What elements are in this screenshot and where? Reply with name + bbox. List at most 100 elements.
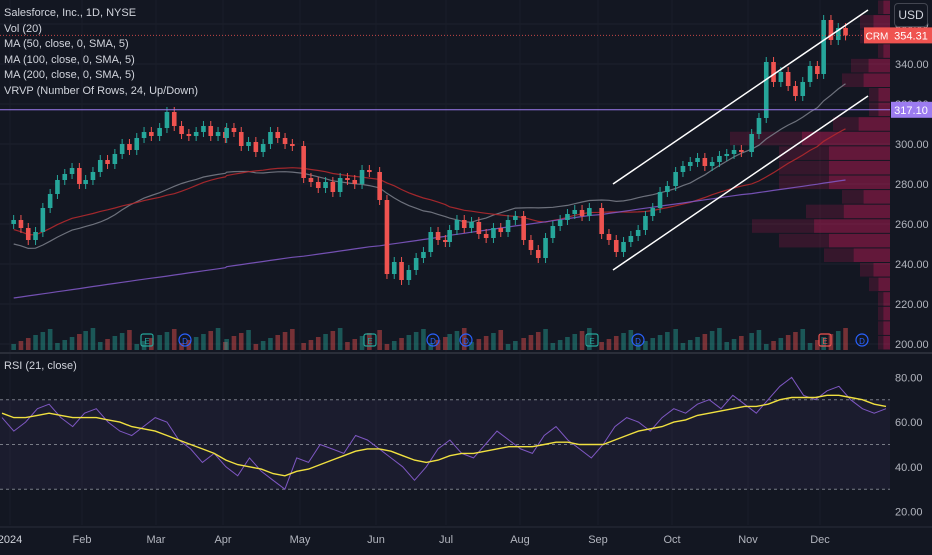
volume-bar: [290, 329, 295, 350]
candle-body: [695, 158, 700, 162]
volume-profile-row: [869, 88, 890, 102]
marker-frame: [363, 333, 377, 347]
candle-body: [69, 168, 75, 174]
candle-body: [505, 220, 511, 232]
volume-bar: [208, 331, 214, 350]
volume-bar: [665, 332, 670, 350]
candle-body: [201, 126, 206, 132]
volume-bar: [543, 329, 548, 350]
volume-bar: [505, 344, 511, 350]
candle-body: [345, 178, 350, 180]
price-tick-label: 240.00: [895, 259, 929, 271]
volume-bar: [238, 333, 244, 350]
volume-bar: [253, 344, 259, 350]
volume-profile-row: [842, 73, 890, 87]
candle-body: [308, 178, 314, 182]
volume-profile-row: [730, 131, 890, 146]
volume-bar: [443, 337, 448, 350]
candle-body: [55, 180, 60, 194]
last-price-tag-label: 354.31: [894, 30, 928, 42]
candle-body: [543, 238, 548, 258]
candle-body: [528, 240, 534, 250]
price-tick-label: 300.00: [895, 139, 929, 151]
candle-body: [238, 132, 244, 146]
indicator-vrvp[interactable]: VRVP (Number Of Rows, 24, Up/Down): [4, 84, 198, 97]
candle-body: [454, 220, 460, 230]
volume-bar: [435, 340, 441, 350]
volume-bar: [469, 342, 474, 350]
candle-body: [149, 132, 154, 136]
marker-letter: D: [635, 337, 641, 346]
candle-body: [11, 220, 16, 224]
ma-line-ma50: [13, 83, 846, 250]
volume-bar: [55, 343, 60, 350]
time-tick-label: Aug: [510, 534, 530, 546]
candle-body: [157, 128, 162, 136]
candle-body: [657, 192, 663, 208]
candle-body: [557, 220, 563, 226]
volume-bar: [572, 334, 578, 350]
candle-body: [793, 86, 798, 96]
indicator-ma-100[interactable]: MA (100, close, 0, SMA, 5): [4, 53, 135, 66]
rsi-legend[interactable]: RSI (21, close): [4, 360, 77, 372]
volume-profile-row: [851, 58, 890, 73]
indicator-ma-50[interactable]: MA (50, close, 0, SMA, 5): [4, 38, 129, 50]
indicator-ma-200[interactable]: MA (200, close, 0, SMA, 5): [4, 69, 135, 81]
volume-bar: [421, 329, 426, 350]
rsi-ma-line: [1, 394, 887, 477]
volume-bars: [11, 328, 848, 350]
candle-body: [193, 132, 199, 136]
volume-bar: [749, 333, 754, 350]
candle-body: [800, 82, 806, 96]
volume-bar: [807, 343, 813, 350]
volume-bar: [739, 336, 744, 350]
currency-button[interactable]: USD: [894, 3, 928, 27]
volume-bar: [11, 344, 16, 350]
earnings-marker: E: [818, 333, 832, 347]
channel-lower-line: [612, 95, 869, 271]
volume-bar: [231, 336, 237, 350]
volume-bar: [454, 331, 460, 350]
candle-body: [650, 208, 656, 216]
volume-bar: [323, 334, 328, 350]
candle-body: [821, 20, 826, 74]
candle-body: [413, 258, 419, 270]
candle-body: [587, 208, 592, 216]
volume-bar: [179, 343, 184, 350]
candlesticks: [11, 15, 848, 285]
symbol-tag-label: CRM: [866, 31, 889, 42]
volume-profile-row-up: [873, 15, 890, 29]
candle-body: [406, 270, 412, 280]
last-price-tag-bg: [891, 27, 932, 44]
volume-bar: [476, 339, 482, 350]
volume-bar: [731, 339, 737, 350]
volume-profile-row: [860, 15, 890, 29]
candle-body: [62, 174, 68, 180]
candle-body: [815, 66, 820, 74]
volume-profile-row: [779, 146, 890, 160]
price-tick-label: 220.00: [895, 299, 929, 311]
candle-body: [141, 132, 147, 138]
candle-body: [164, 112, 170, 128]
candle-body: [778, 72, 784, 82]
candle-body: [702, 158, 708, 166]
volume-bar: [282, 332, 288, 350]
marker-frame: [459, 333, 473, 347]
earnings-marker: E: [363, 333, 377, 347]
volume-bar: [557, 340, 563, 350]
candle-body: [835, 28, 841, 40]
volume-bar: [498, 330, 504, 350]
volume-bar: [621, 333, 626, 350]
volume-bar: [157, 335, 162, 350]
indicator-volume[interactable]: Vol (20): [4, 22, 42, 35]
volume-bar: [246, 330, 251, 350]
level-tag-label: 317.10: [894, 105, 928, 117]
volume-bar: [778, 338, 784, 350]
candle-body: [171, 112, 177, 126]
symbol-title[interactable]: Salesforce, Inc., 1D, NYSE: [4, 7, 137, 19]
candle-body: [367, 170, 372, 172]
candle-body: [749, 134, 754, 152]
